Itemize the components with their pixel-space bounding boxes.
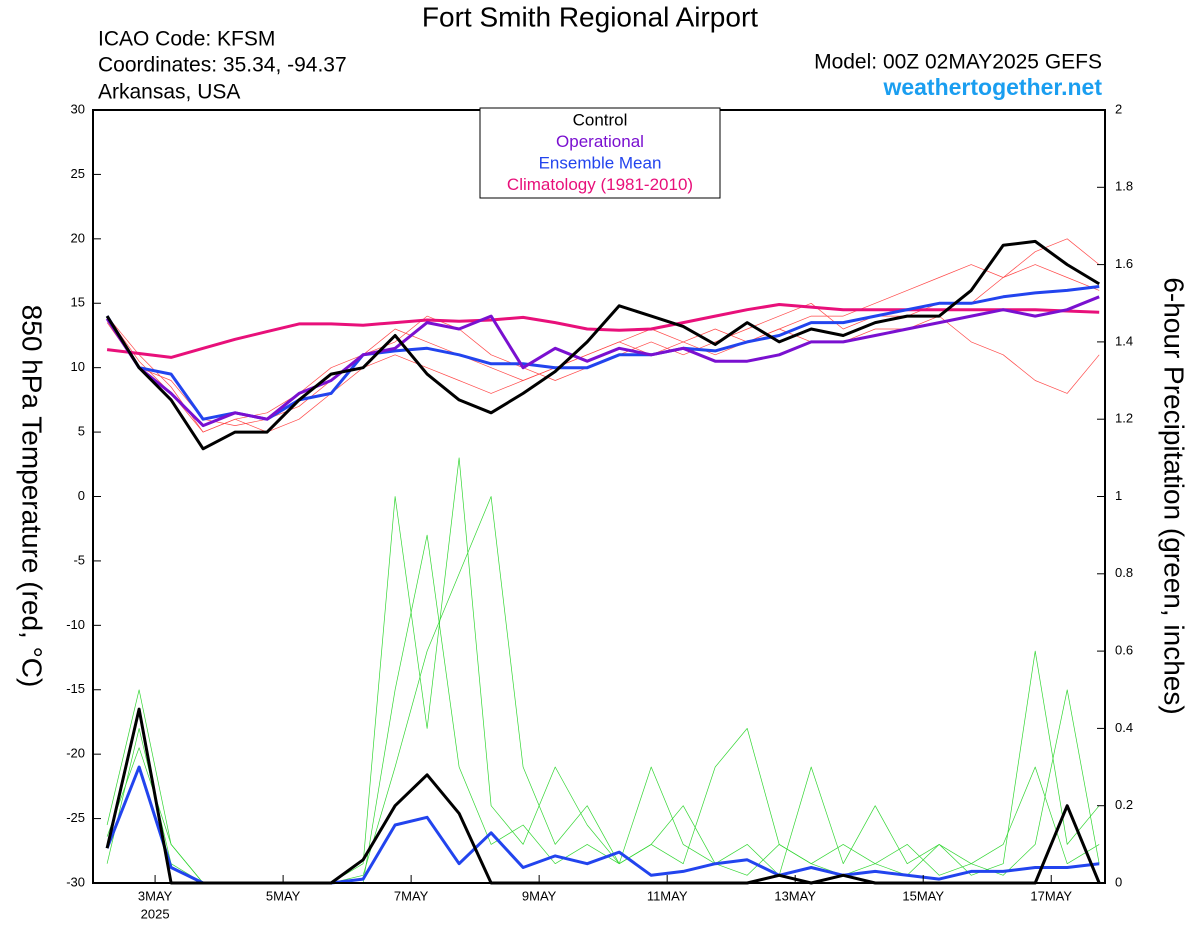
x-tick-label: 9MAY xyxy=(522,888,557,903)
series-line xyxy=(106,496,1100,884)
series-line xyxy=(105,239,1100,451)
model-label: Model: 00Z 02MAY2025 GEFS xyxy=(814,51,1102,74)
y2-tick-label: 0.8 xyxy=(1115,565,1133,580)
x-tick-label: 11MAY xyxy=(647,888,688,903)
info-line: Arkansas, USA xyxy=(98,81,240,104)
x-tick-label: 7MAY xyxy=(394,888,429,903)
y-tick-label: 20 xyxy=(71,230,85,245)
legend-box xyxy=(479,107,721,199)
legend-entry: Ensemble Mean xyxy=(539,153,662,172)
series-line xyxy=(105,765,1100,885)
legend-entry: Operational xyxy=(556,132,644,151)
info-line: Coordinates: 35.34, -94.37 xyxy=(98,54,347,77)
x-tick-label: 3MAY xyxy=(138,888,173,903)
y-tick-label: 5 xyxy=(78,424,85,439)
y-tick-label: 25 xyxy=(71,166,85,181)
y2-tick-label: 0 xyxy=(1115,874,1122,889)
y2-tick-label: 1.8 xyxy=(1115,179,1133,194)
y-tick-label: 0 xyxy=(78,488,85,503)
y-tick-label: -30 xyxy=(66,874,85,889)
plot-area xyxy=(105,238,1101,885)
series-line xyxy=(105,295,1100,428)
legend-entry: Climatology (1981-2010) xyxy=(507,175,693,194)
series-line xyxy=(106,303,1100,359)
legend-entry: Control xyxy=(573,110,628,129)
plot-frame xyxy=(92,109,1106,884)
y2-tick-label: 2 xyxy=(1115,101,1122,116)
y2-tick-label: 1.6 xyxy=(1115,256,1133,271)
y-tick-label: -5 xyxy=(73,552,85,567)
x-tick-label: 17MAY xyxy=(1030,888,1072,903)
y-tick-label: 10 xyxy=(71,359,85,374)
source-label: weathertogether.net xyxy=(882,74,1102,100)
info-line: ICAO Code: KFSM xyxy=(98,28,275,51)
series-line xyxy=(106,315,1100,433)
y-tick-label: -15 xyxy=(66,681,85,696)
series-line xyxy=(106,534,1100,884)
y2-tick-label: 0.4 xyxy=(1115,720,1133,735)
y-tick-label: -25 xyxy=(66,810,85,825)
y-tick-label: -20 xyxy=(66,746,85,761)
year-label: 2025 xyxy=(141,906,170,921)
x-tick-label: 15MAY xyxy=(902,888,944,903)
y-tick-label: -10 xyxy=(66,617,85,632)
y2-tick-label: 0.2 xyxy=(1115,797,1133,812)
y2-axis-label: 6-hour Precipitation (green, inches) xyxy=(1159,277,1190,714)
x-tick-label: 13MAY xyxy=(774,888,816,903)
y-tick-label: 15 xyxy=(71,295,85,310)
y2-tick-label: 1.2 xyxy=(1115,411,1133,426)
y2-tick-label: 0.6 xyxy=(1115,643,1133,658)
y2-tick-label: 1 xyxy=(1115,488,1122,503)
x-tick-label: 5MAY xyxy=(266,888,301,903)
y2-tick-label: 1.4 xyxy=(1115,333,1133,348)
series-line xyxy=(106,457,1100,884)
chart-title: Fort Smith Regional Airport xyxy=(422,1,758,32)
y-axis-label: 850 hPa Temperature (red, °C) xyxy=(17,305,48,688)
y-tick-label: 30 xyxy=(71,101,85,116)
series-line xyxy=(106,238,1100,426)
legend: Control Operational Ensemble Mean Climatolo… xyxy=(507,110,693,194)
